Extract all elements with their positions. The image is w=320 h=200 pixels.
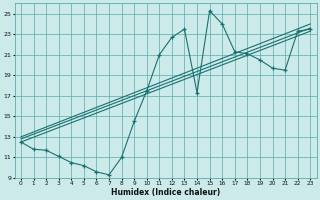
X-axis label: Humidex (Indice chaleur): Humidex (Indice chaleur) (111, 188, 220, 197)
